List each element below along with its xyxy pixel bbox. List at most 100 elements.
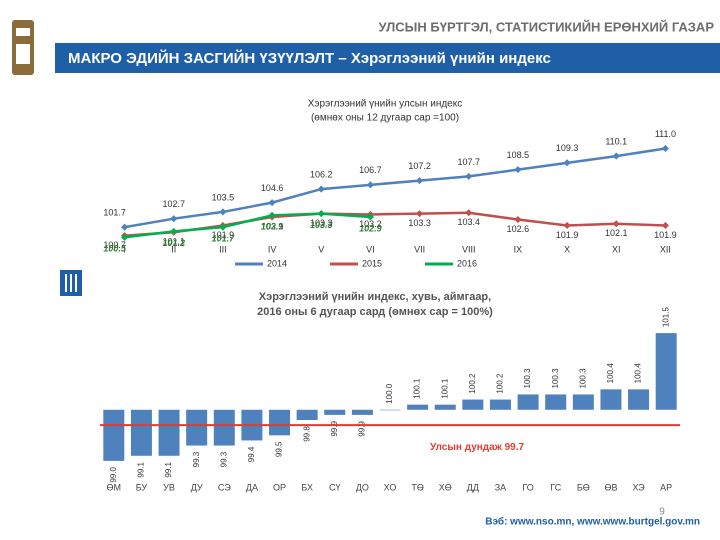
x-tick-label: ӨМ: [107, 482, 122, 492]
x-tick-label: III: [219, 244, 227, 254]
point-marker: [416, 210, 424, 218]
data-label: 108.5: [507, 150, 530, 160]
point-marker: [219, 223, 227, 231]
series-line: [124, 147, 666, 229]
data-label: 99.9: [330, 421, 339, 437]
legend-label: 2015: [362, 258, 382, 268]
emblem: [12, 20, 34, 75]
data-label: 103.5: [212, 192, 235, 202]
x-tick-label: ХӨ: [439, 482, 452, 492]
data-label: 103.1: [261, 222, 284, 232]
x-tick-label: ЗА: [495, 482, 506, 492]
point-marker: [366, 181, 374, 189]
data-label: 101.1: [162, 237, 185, 247]
point-marker: [514, 166, 522, 174]
x-tick-label: БУ: [136, 482, 148, 492]
data-label: 100.0: [385, 383, 394, 404]
x-tick-label: ДУ: [191, 482, 203, 492]
x-tick-label: II: [171, 244, 176, 254]
chart-title: Хэрэглээний үнийн улсын индекс: [308, 99, 462, 110]
data-label: 111.0: [655, 129, 676, 139]
data-label: 103.2: [359, 219, 382, 229]
data-label: 102.9: [359, 223, 382, 233]
point-marker: [219, 208, 227, 216]
side-icon: [60, 270, 82, 296]
x-tick-label: ХЭ: [632, 482, 645, 492]
x-tick-label: IX: [514, 244, 523, 254]
bar: [600, 389, 622, 410]
x-tick-label: VI: [366, 244, 375, 254]
point-marker: [465, 172, 473, 180]
data-label: 101.7: [212, 234, 236, 244]
point-marker: [612, 220, 620, 228]
point-marker: [465, 209, 473, 217]
bar: [572, 394, 594, 410]
data-label: 99.1: [137, 461, 146, 477]
x-tick-label: V: [318, 244, 324, 254]
data-label: 100.2: [496, 373, 505, 394]
data-label: 100.5: [103, 244, 127, 254]
bar: [489, 399, 511, 410]
point-marker: [170, 215, 178, 223]
emblem-detail: [16, 44, 30, 64]
bar: [158, 409, 180, 456]
bar: [324, 409, 346, 415]
legend-label: 2014: [267, 258, 287, 268]
data-label: 106.7: [359, 165, 382, 175]
x-tick-label: АР: [660, 482, 672, 492]
bar: [545, 394, 567, 410]
legend-label: 2016: [457, 258, 477, 268]
data-label: 102.1: [605, 228, 628, 238]
x-tick-label: БӨ: [577, 482, 590, 492]
x-tick-label: ХО: [384, 482, 397, 492]
data-label: 103.4: [457, 217, 480, 227]
data-label: 100.3: [523, 368, 532, 389]
point-marker: [416, 177, 424, 185]
data-label: 107.2: [408, 161, 431, 171]
data-label: 102.6: [507, 224, 530, 234]
x-tick-label: ГС: [550, 482, 561, 492]
data-label: 100.4: [634, 363, 643, 384]
data-label: 100.7: [103, 240, 126, 250]
data-label: 99.9: [357, 421, 366, 437]
data-label: 107.7: [457, 157, 480, 167]
data-label: 99.3: [219, 451, 228, 467]
bar: [351, 409, 373, 415]
x-tick-label: СҮ: [329, 482, 341, 492]
data-label: 101.5: [661, 307, 670, 328]
point-marker: [268, 199, 276, 207]
point-marker: [170, 227, 178, 235]
point-marker: [317, 210, 325, 218]
data-label: 100.1: [440, 378, 449, 399]
bar: [462, 399, 484, 410]
data-label: 102.9: [261, 221, 284, 231]
x-tick-label: ДО: [356, 482, 369, 492]
bar: [296, 409, 318, 420]
bar: [407, 404, 429, 410]
chart-subtitle: 2016 оны 6 дугаар сард (өмнөх сар = 100%…: [257, 306, 493, 318]
title-bar: [55, 43, 720, 73]
data-label: 101.9: [654, 230, 677, 240]
data-label: 102.7: [162, 199, 185, 209]
point-marker: [563, 221, 571, 229]
data-label: 110.1: [605, 136, 627, 146]
bar: [103, 409, 125, 461]
data-label: 100.2: [468, 373, 477, 394]
data-label: 100.3: [578, 368, 587, 389]
x-tick-label: I: [123, 244, 126, 254]
x-tick-label: VIII: [462, 244, 476, 254]
point-marker: [514, 216, 522, 224]
data-label: 99.1: [164, 461, 173, 477]
bar: [628, 389, 650, 410]
series-line: [124, 212, 371, 239]
data-label: 99.4: [247, 446, 256, 462]
point-marker: [268, 211, 276, 219]
point-marker: [121, 223, 129, 231]
series-line: [124, 211, 666, 237]
x-tick-label: ӨВ: [604, 482, 617, 492]
data-label: 103.3: [408, 218, 431, 228]
data-label: 99.3: [192, 451, 201, 467]
x-tick-label: УВ: [163, 482, 175, 492]
x-tick-label: ГО: [522, 482, 533, 492]
